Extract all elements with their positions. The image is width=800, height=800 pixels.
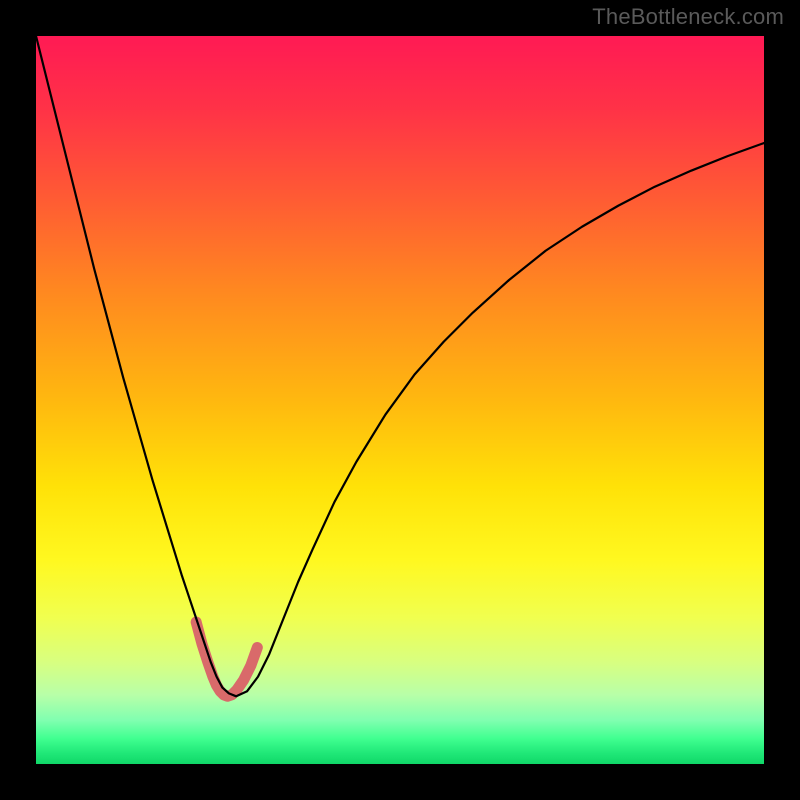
- chart-svg: [36, 36, 764, 764]
- plot-background: [36, 36, 764, 764]
- chart-frame: TheBottleneck.com: [0, 0, 800, 800]
- watermark-text: TheBottleneck.com: [592, 4, 784, 30]
- plot-area: [36, 36, 764, 764]
